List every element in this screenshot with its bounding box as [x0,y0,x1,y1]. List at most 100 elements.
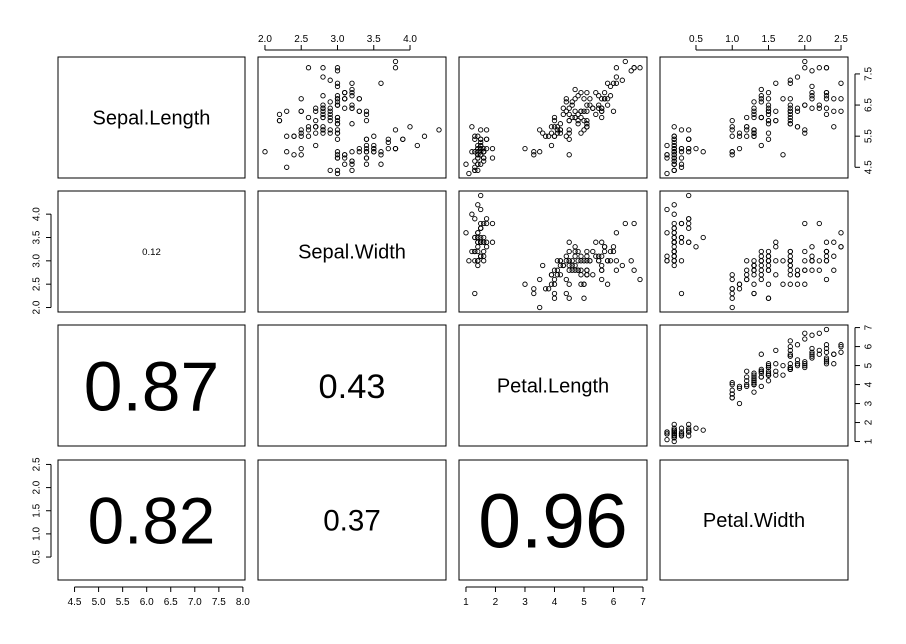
scatter-point [686,216,692,222]
scatter-point [363,149,370,155]
scatter-point [478,206,484,213]
scatter-point [628,68,634,74]
scatter-point [531,286,537,292]
scatter-point [342,152,348,158]
scatter-point [671,225,677,231]
axis-tick-label: 7.5 [864,67,875,81]
scatter-point [298,96,304,102]
scatter-point [751,130,757,136]
axis-tick-label: 7.5 [212,597,226,608]
scatter-point [816,267,822,273]
scatter-point [794,105,801,111]
axis-tick-label: 2.0 [32,480,43,494]
scatter-point [729,286,735,292]
scatter-point [578,114,584,121]
axis-tick-label: 3 [522,597,528,608]
panel-1-1 [257,190,447,313]
scatter-point [765,105,772,111]
scatter-point [572,114,578,121]
scatter-point [475,202,481,208]
scatter-point [551,117,558,124]
scatter-point [765,89,772,96]
scatter-point [545,286,552,292]
scatter-point [809,355,815,361]
scatter-point [483,145,490,152]
scatter-point [802,127,808,133]
scatter-point [787,248,793,255]
scatter-point [823,349,830,355]
scatter-point [298,152,304,158]
scatter-point [671,258,677,264]
scatter-point [578,253,584,259]
scatter-point [584,117,590,124]
scatter-point [531,290,537,297]
scatter-point [327,77,333,83]
axis-tick-label: 3.0 [32,253,43,267]
scatter-point [686,220,692,227]
scatter-point [342,155,348,161]
scatter-point [802,102,808,108]
scatter-point [392,145,399,152]
scatter-point [478,253,484,259]
scatter-point [816,258,822,264]
scatter-point [631,267,637,273]
scatter-point [816,65,822,71]
scatter-point [787,108,793,114]
scatter-point [758,272,764,278]
scatter-point [765,281,772,287]
scatter-point [794,74,801,80]
scatter-point [349,121,355,127]
scatter-point [736,281,743,287]
scatter-point [475,145,481,152]
scatter-point [392,65,399,71]
panel-3-1 [257,459,447,581]
scatter-point [327,108,333,114]
scatter-point [787,111,793,118]
diagonal-label-sepal-length: Sepal.Length [93,108,211,130]
scatter-point [599,96,605,102]
scatter-point [686,225,692,231]
scatter-point [823,359,830,365]
scatter-point [489,145,496,152]
scatter-point [385,139,391,146]
scatter-point [601,96,608,102]
scatter-point [334,102,341,108]
scatter-point [596,105,602,111]
scatter-point [578,272,584,278]
panel-3-2 [458,459,648,581]
panel-1-0 [57,190,246,313]
scatter-point [809,244,815,250]
axis-tick-label: 2.5 [834,34,848,45]
scatter-point [596,253,602,259]
scatter-point [751,105,757,111]
axis-tick-label: 2.0 [258,34,272,45]
scatter-point [320,74,326,80]
axis-tick-label: 1.5 [762,34,776,45]
scatter-point [802,220,808,227]
scatter-point [349,89,355,96]
scatter-point [566,258,572,264]
scatter-point [809,353,815,359]
axis-tick-label: 3 [864,400,875,406]
scatter-point [483,136,490,142]
scatter-point [305,124,312,130]
scatter-point [601,244,608,250]
scatter-point [349,80,355,86]
axis-tick-label: 5 [864,362,875,368]
scatter-point [481,258,487,264]
scatter-point [686,427,692,433]
scatter-point [298,127,304,133]
scatter-point [751,381,757,388]
scatter-point [327,167,333,174]
scatter-point [320,108,326,114]
scatter-point [284,149,290,155]
scatter-point [758,351,764,357]
scatter-point [809,105,815,111]
scatter-point [566,281,572,287]
scatter-point [631,65,637,71]
scatter-point [593,111,599,118]
scatter-point [392,58,399,65]
scatter-point [554,258,561,264]
scatter-point [481,155,487,161]
scatter-point [371,145,377,152]
